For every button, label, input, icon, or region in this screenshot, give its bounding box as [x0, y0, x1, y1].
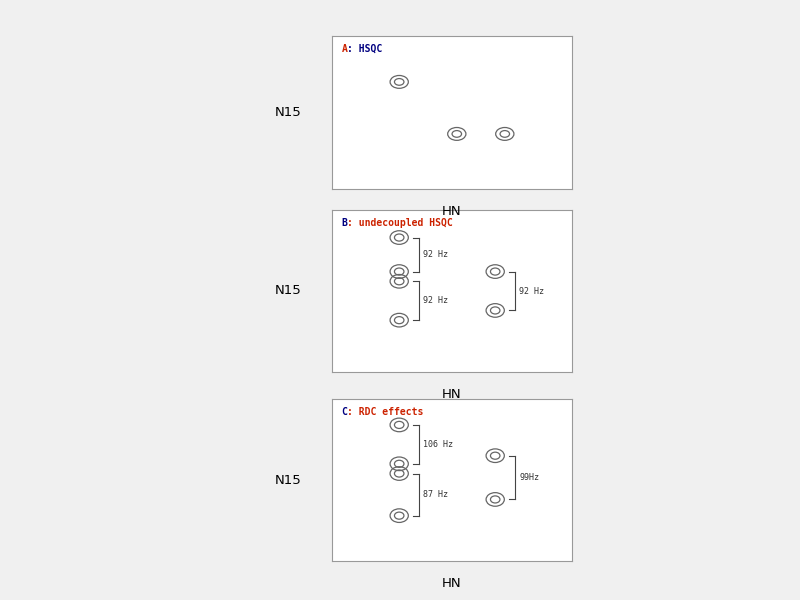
Text: 92 Hz: 92 Hz — [423, 250, 449, 259]
Text: : HSQC: : HSQC — [347, 44, 382, 53]
Text: 92 Hz: 92 Hz — [519, 286, 545, 295]
Text: A: A — [342, 44, 347, 53]
Text: N15: N15 — [274, 106, 302, 119]
Text: 99Hz: 99Hz — [519, 473, 539, 482]
Text: HN: HN — [442, 577, 462, 590]
Text: C: C — [342, 407, 347, 417]
Text: N15: N15 — [274, 473, 302, 487]
Text: HN: HN — [442, 388, 462, 401]
Text: 106 Hz: 106 Hz — [423, 440, 454, 449]
Text: : undecoupled HSQC: : undecoupled HSQC — [347, 218, 454, 228]
Text: 87 Hz: 87 Hz — [423, 490, 449, 499]
Text: N15: N15 — [274, 284, 302, 298]
Text: 92 Hz: 92 Hz — [423, 296, 449, 305]
Text: HN: HN — [442, 205, 462, 218]
Text: : RDC effects: : RDC effects — [347, 407, 424, 417]
Text: B: B — [342, 218, 347, 228]
